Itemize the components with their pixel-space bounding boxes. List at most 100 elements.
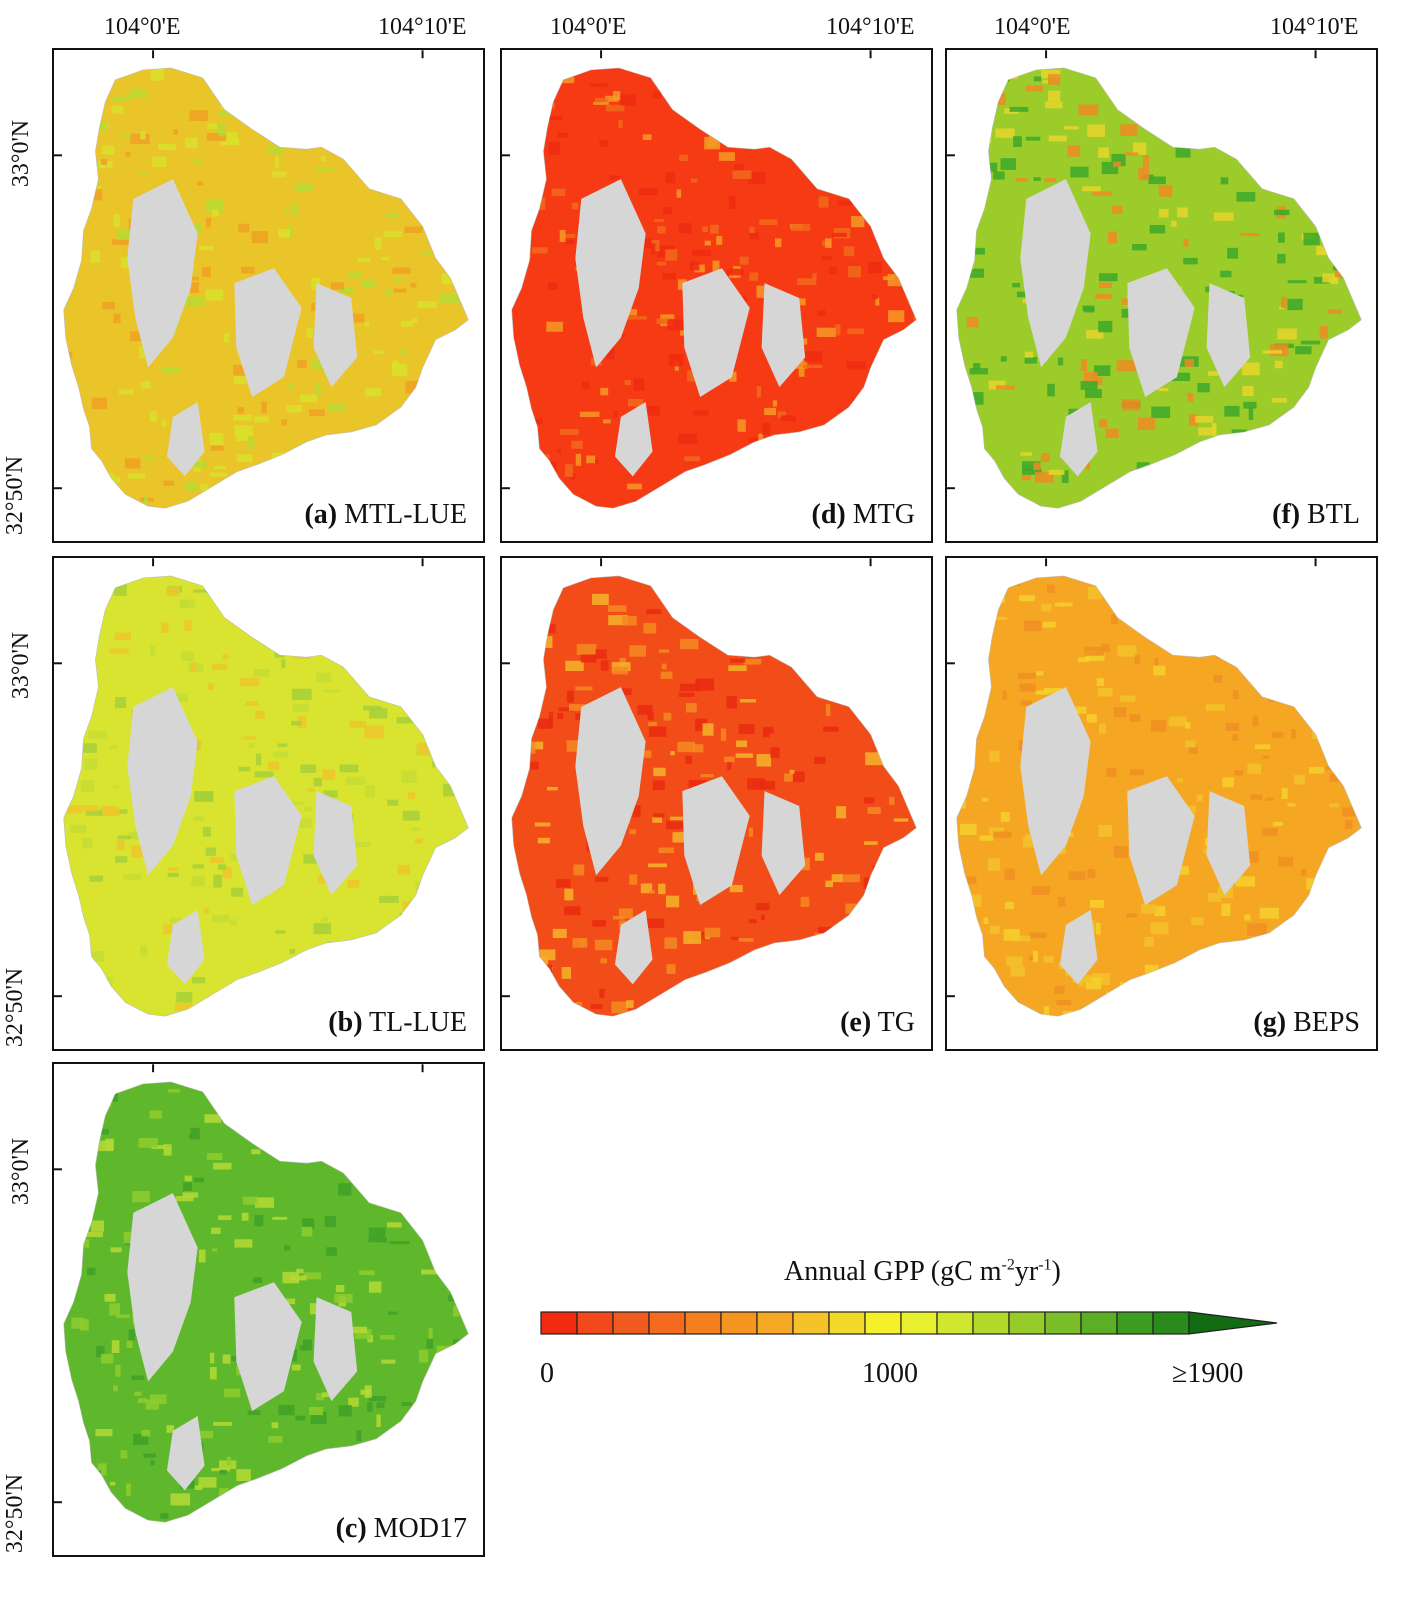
- gpp-patch: [436, 1489, 442, 1501]
- gpp-patch: [629, 645, 647, 657]
- gpp-patch: [892, 430, 912, 434]
- gpp-patch: [537, 718, 553, 729]
- gpp-patch: [347, 879, 360, 888]
- gpp-patch: [1024, 357, 1037, 364]
- gpp-patch: [559, 429, 579, 435]
- gpp-patch: [1255, 632, 1269, 641]
- gpp-patch: [411, 653, 427, 661]
- gpp-patch: [284, 1245, 290, 1251]
- gpp-patch: [978, 131, 992, 144]
- gpp-patch: [618, 908, 633, 919]
- gpp-patch: [426, 1434, 433, 1448]
- gpp-patch: [1209, 482, 1223, 490]
- gpp-patch: [664, 937, 678, 949]
- gpp-patch: [437, 386, 444, 400]
- gpp-patch: [241, 266, 255, 274]
- gpp-patch: [237, 454, 253, 462]
- gpp-patch: [774, 131, 785, 136]
- gpp-patch: [407, 792, 416, 800]
- gpp-patch: [1310, 483, 1321, 497]
- nodata-valley: [1127, 268, 1195, 398]
- gpp-patch: [65, 805, 83, 814]
- gpp-patch: [557, 132, 568, 138]
- gpp-patch: [537, 949, 556, 961]
- gpp-patch: [435, 1082, 455, 1091]
- gpp-patch: [540, 482, 550, 489]
- gpp-patch: [1158, 388, 1169, 392]
- gpp-patch: [644, 918, 665, 928]
- gpp-patch: [656, 318, 675, 325]
- gpp-patch: [1080, 381, 1098, 390]
- gpp-patch: [1298, 422, 1311, 429]
- gpp-patch: [1227, 247, 1239, 259]
- gpp-patch: [138, 1137, 158, 1148]
- gpp-patch: [433, 85, 451, 92]
- gpp-patch: [302, 1339, 312, 1351]
- gpp-patch: [74, 74, 94, 87]
- gpp-patch: [1327, 309, 1343, 314]
- gpp-patch: [95, 1428, 113, 1437]
- gpp-patch: [1129, 714, 1141, 722]
- gpp-patch: [822, 962, 829, 969]
- gpp-patch: [1095, 293, 1112, 299]
- gpp-patch: [729, 884, 743, 893]
- gpp-patch: [397, 865, 410, 875]
- nodata-valley: [1059, 402, 1098, 477]
- panel-label: (e) TG: [840, 1007, 915, 1038]
- gpp-patch: [87, 464, 105, 469]
- gpp-patch: [243, 736, 256, 740]
- gpp-patch: [865, 752, 885, 766]
- gpp-patch: [1274, 466, 1288, 474]
- gpp-patch: [982, 797, 989, 802]
- gpp-patch: [606, 346, 615, 360]
- gpp-patch: [663, 712, 672, 721]
- gpp-patch: [1249, 80, 1269, 85]
- gpp-patch: [512, 439, 528, 450]
- gpp-patch: [595, 649, 607, 659]
- gpp-patch: [1352, 636, 1358, 644]
- gpp-patch: [699, 485, 708, 497]
- gpp-patch: [109, 1481, 116, 1486]
- colorbar-tick-mid: 1000: [862, 1358, 918, 1389]
- gpp-patch: [670, 751, 675, 756]
- gpp-patch: [309, 1471, 315, 1478]
- gpp-patch: [1093, 376, 1103, 386]
- gpp-patch: [214, 1505, 219, 1513]
- gpp-patch: [528, 581, 540, 589]
- gpp-patch: [278, 997, 290, 1004]
- gpp-patch: [1188, 746, 1199, 754]
- gpp-patch: [68, 625, 77, 632]
- gpp-patch: [134, 1391, 142, 1396]
- gpp-patch: [700, 774, 714, 778]
- gpp-patch: [385, 213, 399, 218]
- gpp-patch: [435, 1136, 447, 1149]
- gpp-patch: [367, 1402, 373, 1412]
- gpp-patch: [328, 403, 345, 411]
- gpp-patch: [415, 838, 423, 844]
- gpp-patch: [64, 1180, 83, 1192]
- gpp-patch: [440, 293, 460, 303]
- gpp-patch: [457, 470, 466, 480]
- gpp-patch: [429, 957, 443, 970]
- nodata-valley: [1020, 179, 1091, 368]
- gpp-patch: [840, 176, 856, 189]
- gpp-patch: [1295, 346, 1312, 355]
- gpp-patch: [595, 876, 609, 882]
- gpp-patch: [1190, 474, 1205, 479]
- gpp-patch: [968, 268, 984, 278]
- lon-label-col1-left: 104°0'E: [104, 14, 181, 40]
- gpp-patch: [575, 686, 593, 691]
- gpp-patch: [624, 380, 631, 386]
- gpp-patch: [297, 818, 312, 828]
- gpp-patch: [1259, 657, 1278, 669]
- gpp-patch: [274, 473, 293, 479]
- gpp-patch: [1220, 498, 1230, 508]
- gpp-patch: [522, 75, 541, 89]
- panel-label: (f) BTL: [1272, 499, 1360, 530]
- gpp-patch: [1134, 603, 1149, 615]
- gpp-patch: [109, 476, 121, 484]
- gpp-patch: [902, 605, 917, 614]
- gpp-patch: [988, 380, 1006, 390]
- gpp-patch: [799, 641, 819, 655]
- gpp-patch: [669, 816, 687, 823]
